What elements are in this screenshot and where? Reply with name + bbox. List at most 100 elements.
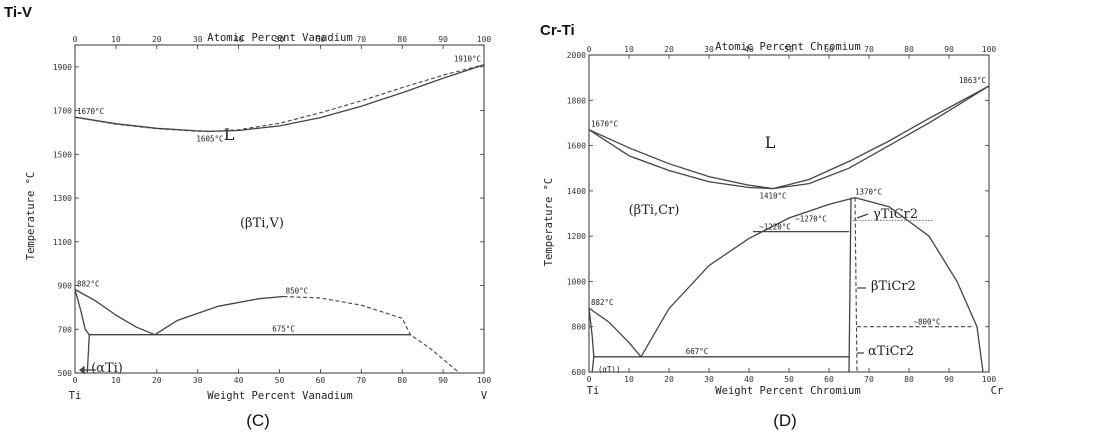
ti-v-panel: Ti-V Atomic Percent Vanadium Weight Perc… (4, 4, 491, 430)
cr-ti-top-tick-label: 40 (744, 45, 754, 54)
cr-ti-top-tick-label: 0 (587, 45, 592, 54)
ti-v-x-tick-label: 90 (438, 376, 448, 385)
ti-v-x-tick-label: 50 (275, 376, 285, 385)
cr-ti-left-end-label: Ti (587, 385, 600, 397)
cr-ti-top-tick-label: 60 (824, 45, 834, 54)
cr-ti-region-beta-ticr2: βTiCr2 (871, 279, 916, 294)
cr-ti-temperature-annotation: 667°C (686, 347, 709, 356)
cr-ti-top-tick-label: 50 (784, 45, 794, 54)
ti-v-left-end-label: Ti (69, 390, 82, 402)
ti-v-temperature-annotation: 1605°C (196, 134, 223, 143)
cr-ti-temperature-annotation: 882°C (591, 298, 614, 307)
ti-v-top-axis-label: Atomic Percent Vanadium (207, 32, 352, 44)
ti-v-y-tick-label: 500 (58, 369, 73, 378)
ti-v-x-tick-label: 10 (111, 376, 121, 385)
cr-ti-y-tick-label: 2000 (567, 51, 586, 60)
ti-v-right-end-label: V (481, 390, 488, 402)
ti-v-x-axis-label: Weight Percent Vanadium (207, 390, 352, 402)
cr-ti-temperature-annotation: ~1270°C (795, 214, 827, 223)
cr-ti-x-tick-label: 80 (904, 375, 914, 384)
ti-v-y-tick-label: 1300 (53, 194, 72, 203)
cr-ti-temperature-annotation: 1863°C (959, 76, 986, 85)
ti-v-series-miscibility-gap-dome-dashed- (283, 295, 460, 374)
ti-v-top-tick-label: 50 (275, 35, 285, 44)
ti-v-x-tick-label: 0 (73, 376, 78, 385)
ti-v-x-tick-label: 100 (477, 376, 492, 385)
cr-ti-y-tick-label: 1600 (567, 142, 586, 151)
ti-v-y-axis-label: Temperature °C (25, 172, 37, 261)
ti-v-caption: (C) (246, 411, 270, 430)
ti-v-y-tick-label: 900 (58, 282, 73, 291)
ti-v-y-tick-label: 1900 (53, 63, 72, 72)
cr-ti-region-gamma-ticr2: γTiCr2 (873, 207, 918, 222)
cr-ti-y-tick-label: 1000 (567, 277, 586, 286)
cr-ti-temperature-annotation: ~1220°C (759, 223, 791, 232)
cr-ti-region-liquid: L (765, 133, 776, 152)
cr-ti-region-beta: (βTi,Cr) (629, 203, 680, 218)
ti-v-temperature-annotation: 882°C (77, 279, 100, 288)
ti-v-top-tick-label: 0 (73, 35, 78, 44)
ti-v-top-tick-label: 100 (477, 35, 492, 44)
ti-v-top-tick-label: 20 (152, 35, 162, 44)
cr-ti-x-tick-label: 30 (704, 375, 714, 384)
ti-v-y-tick-label: 1700 (53, 107, 72, 116)
cr-ti-y-tick-label: 600 (572, 368, 587, 377)
cr-ti-temperature-annotation: ~800°C (913, 318, 940, 327)
ti-v-alpha-arrowhead (78, 365, 85, 375)
ti-v-x-tick-label: 60 (316, 376, 326, 385)
cr-ti-x-axis-label: Weight Percent Chromium (715, 385, 860, 397)
cr-ti-x-tick-label: 0 (587, 375, 592, 384)
cr-ti-y-tick-label: 800 (572, 323, 587, 332)
cr-ti-region-pointers (856, 213, 869, 354)
ti-v-top-tick-label: 90 (438, 35, 448, 44)
ti-v-top-tick-label: 40 (234, 35, 244, 44)
ti-v-x-tick-label: 30 (193, 376, 203, 385)
ti-v-region-alpha: (αTi) (91, 361, 123, 376)
cr-ti-temperature-annotation: 1670°C (591, 120, 618, 129)
cr-ti-top-tick-label: 10 (624, 45, 634, 54)
ti-v-temperature-annotation: 1910°C (454, 55, 481, 64)
cr-ti-right-end-label: Cr (991, 385, 1004, 397)
cr-ti-top-axis-label: Atomic Percent Chromium (715, 41, 860, 53)
cr-ti-temperature-annotation: 1370°C (855, 188, 882, 197)
cr-ti-region-alpha-ti: (αTi) (598, 365, 621, 374)
cr-ti-series-ticr2-right-boundary (854, 197, 858, 373)
ti-v-y-tick-label: 1500 (53, 150, 72, 159)
cr-ti-temperature-annotation: 1410°C (759, 192, 786, 201)
cr-ti-series-alpha-solvus (588, 308, 595, 373)
cr-ti-x-tick-label: 10 (624, 375, 634, 384)
ti-v-series-beta-transus-ti-rich- (74, 288, 156, 336)
cr-ti-x-tick-label: 60 (824, 375, 834, 384)
cr-ti-x-tick-label: 70 (864, 375, 874, 384)
cr-ti-series-beta-solvus-cr-rich- (854, 196, 984, 373)
ti-v-series-alpha-solvus (74, 289, 90, 374)
cr-ti-y-tick-label: 1400 (567, 187, 586, 196)
cr-ti-series-liquidus (588, 85, 990, 190)
cr-ti-top-tick-label: 100 (982, 45, 997, 54)
cr-ti-x-tick-label: 90 (944, 375, 954, 384)
cr-ti-y-tick-label: 1200 (567, 232, 586, 241)
ti-v-y-tick-label: 700 (58, 325, 73, 334)
cr-ti-x-tick-label: 40 (744, 375, 754, 384)
cr-ti-x-tick-label: 20 (664, 375, 674, 384)
ti-v-x-tick-label: 80 (397, 376, 407, 385)
ti-v-region-liquid: L (224, 125, 235, 144)
cr-ti-top-tick-label: 80 (904, 45, 914, 54)
cr-ti-top-tick-label: 30 (704, 45, 714, 54)
ti-v-series-solidus (74, 64, 485, 132)
ti-v-x-tick-label: 20 (152, 376, 162, 385)
ti-v-y-tick-label: 1100 (53, 238, 72, 247)
ti-v-top-tick-label: 30 (193, 35, 203, 44)
cr-ti-y-axis-label: Temperature °C (543, 178, 555, 267)
ti-v-region-beta: (βTi,V) (240, 216, 284, 231)
cr-ti-series-beta-solvus-ti-rich- (640, 196, 856, 358)
cr-ti-top-tick-label: 70 (864, 45, 874, 54)
cr-ti-x-tick-label: 50 (784, 375, 794, 384)
cr-ti-series-ticr2-left-boundary (848, 197, 852, 373)
cr-ti-system-title: Cr-Ti (540, 22, 575, 39)
cr-ti-panel: Cr-Ti Atomic Percent Chromium Weight Per… (540, 22, 1003, 430)
cr-ti-series-beta-transus (588, 307, 642, 358)
ti-v-temperature-annotation: 675°C (272, 325, 295, 334)
cr-ti-x-tick-label: 100 (982, 375, 997, 384)
